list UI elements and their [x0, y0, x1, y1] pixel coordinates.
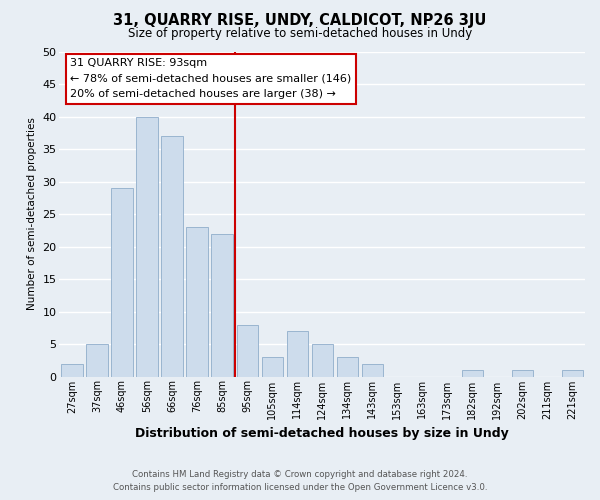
Bar — [362, 364, 383, 376]
Bar — [462, 370, 483, 376]
Bar — [262, 357, 283, 376]
Bar — [562, 370, 583, 376]
Text: 31 QUARRY RISE: 93sqm
← 78% of semi-detached houses are smaller (146)
20% of sem: 31 QUARRY RISE: 93sqm ← 78% of semi-deta… — [70, 58, 351, 99]
Bar — [187, 227, 208, 376]
X-axis label: Distribution of semi-detached houses by size in Undy: Distribution of semi-detached houses by … — [136, 427, 509, 440]
Text: Size of property relative to semi-detached houses in Undy: Size of property relative to semi-detach… — [128, 28, 472, 40]
Bar — [136, 116, 158, 376]
Bar — [161, 136, 183, 376]
Bar — [112, 188, 133, 376]
Bar — [61, 364, 83, 376]
Bar — [236, 324, 258, 376]
Text: Contains HM Land Registry data © Crown copyright and database right 2024.
Contai: Contains HM Land Registry data © Crown c… — [113, 470, 487, 492]
Bar — [86, 344, 107, 376]
Text: 31, QUARRY RISE, UNDY, CALDICOT, NP26 3JU: 31, QUARRY RISE, UNDY, CALDICOT, NP26 3J… — [113, 12, 487, 28]
Bar — [211, 234, 233, 376]
Y-axis label: Number of semi-detached properties: Number of semi-detached properties — [27, 118, 37, 310]
Bar — [337, 357, 358, 376]
Bar — [512, 370, 533, 376]
Bar — [287, 331, 308, 376]
Bar — [311, 344, 333, 376]
